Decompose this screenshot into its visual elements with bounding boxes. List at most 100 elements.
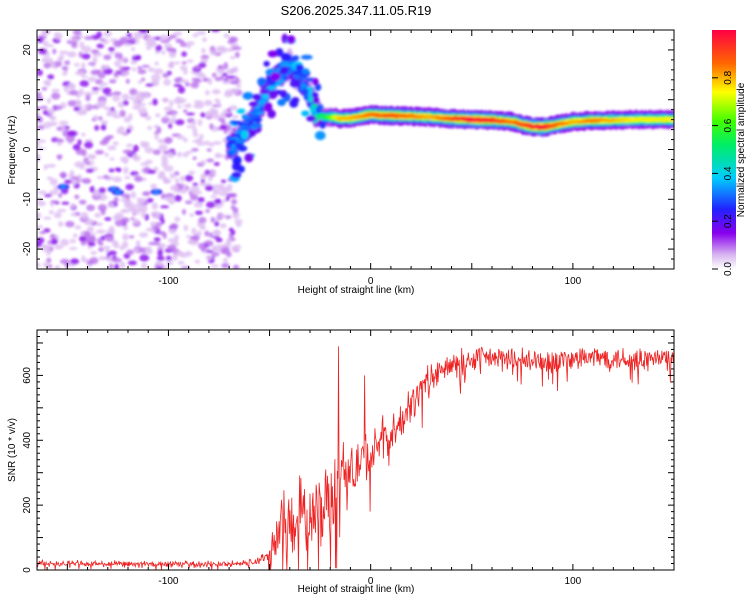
noise-speckle [200,160,207,165]
noise-speckle [209,107,216,114]
noise-speckle [54,105,63,111]
noise-speckle [191,148,199,152]
ridge-mark [242,120,250,124]
noise-speckle [223,33,230,39]
noise-speckle [80,212,89,220]
noise-speckle [99,85,104,91]
noise-speckle [67,83,74,89]
ridge-mark [263,94,270,98]
noise-speckle [100,124,107,131]
noise-speckle [167,62,175,68]
noise-speckle [81,149,87,157]
y-tick-label: 20 [22,44,33,56]
spectrogram-frame [36,29,675,270]
noise-speckle [179,79,189,84]
x-tick-label: 100 [565,276,582,287]
noise-speckle [194,210,203,215]
noise-speckle [200,247,206,252]
noise-speckle [114,60,122,67]
noise-speckle [78,88,84,96]
noise-speckle [194,259,201,264]
ridge-scatter [277,98,286,107]
noise-speckle [212,89,221,95]
noise-speckle [200,178,206,183]
ridge-mark [233,137,240,140]
noise-speckle [145,35,155,44]
colorbar-tick-label: 0.6 [723,118,734,132]
noise-speckle [170,223,179,229]
ridge-scatter [292,55,300,61]
noise-speckle [210,171,216,176]
noise-speckle [163,178,172,184]
noise-speckle [213,230,220,237]
noise-speckle [198,216,207,224]
noise-speckle [153,81,160,86]
noise-speckle [91,87,100,91]
noise-speckle [48,210,54,215]
noise-speckle [157,173,167,180]
noise-speckle [145,115,152,121]
noise-speckle [175,251,185,256]
noise-speckle [184,174,194,182]
noise-speckle [226,184,233,188]
noise-speckle [181,51,188,57]
noise-speckle [108,168,115,173]
ridge-mark [255,105,262,109]
noise-speckle [222,72,228,77]
noise-speckle [52,48,57,55]
noise-speckle [209,50,218,56]
noise-speckle [218,46,228,54]
noise-speckle [53,211,62,219]
noise-speckle [127,260,137,266]
noise-speckle [76,110,87,116]
noise-speckle [165,111,174,116]
snr-axis-ticks: -100 0 100 0 200 400 600 [22,329,675,587]
noise-speckle [235,221,242,228]
noise-speckle [226,107,231,113]
noise-speckle [212,184,221,190]
noise-speckle [70,258,80,265]
noise-speckle [231,245,239,252]
noise-speckle [71,179,78,185]
noise-speckle [86,204,95,212]
noise-speckle [183,68,188,75]
ridge-scatter [314,130,326,141]
noise-speckle [118,52,123,60]
ridge-scatter [301,68,310,75]
noise-speckle [57,154,62,161]
ridge-scatter [248,101,258,107]
noise-speckle [174,178,180,184]
noise-speckle [192,127,198,134]
noise-speckle [130,59,138,65]
x-tick-label: 0 [368,276,374,287]
noise-speckle [136,197,143,203]
noise-speckle [174,216,181,223]
noise-speckle [222,80,231,85]
noise-speckle [227,68,235,75]
noise-speckle [46,257,52,263]
noise-speckle [162,72,170,78]
noise-speckle [37,111,41,117]
noise-speckle [99,38,106,42]
noise-speckle [154,68,164,75]
ridge-scatter [263,60,270,67]
noise-speckle [181,208,187,215]
noise-speckle [200,222,206,229]
noise-speckle [90,250,97,255]
noise-speckle [74,194,80,200]
noise-speckle [97,204,107,212]
noise-speckle [157,261,163,267]
noise-speckle [47,74,55,80]
noise-speckle [208,142,215,147]
noise-speckle [48,121,58,127]
ridge-scatter [236,108,246,114]
noise-speckle [113,242,120,249]
ridge-scatter [252,93,262,101]
noise-speckle [51,88,60,93]
noise-speckle [192,33,199,38]
noise-speckle [157,266,163,269]
noise-speckle [130,217,135,221]
noise-speckle [152,149,161,155]
noise-speckle [209,123,214,130]
noise-speckle [121,209,128,213]
